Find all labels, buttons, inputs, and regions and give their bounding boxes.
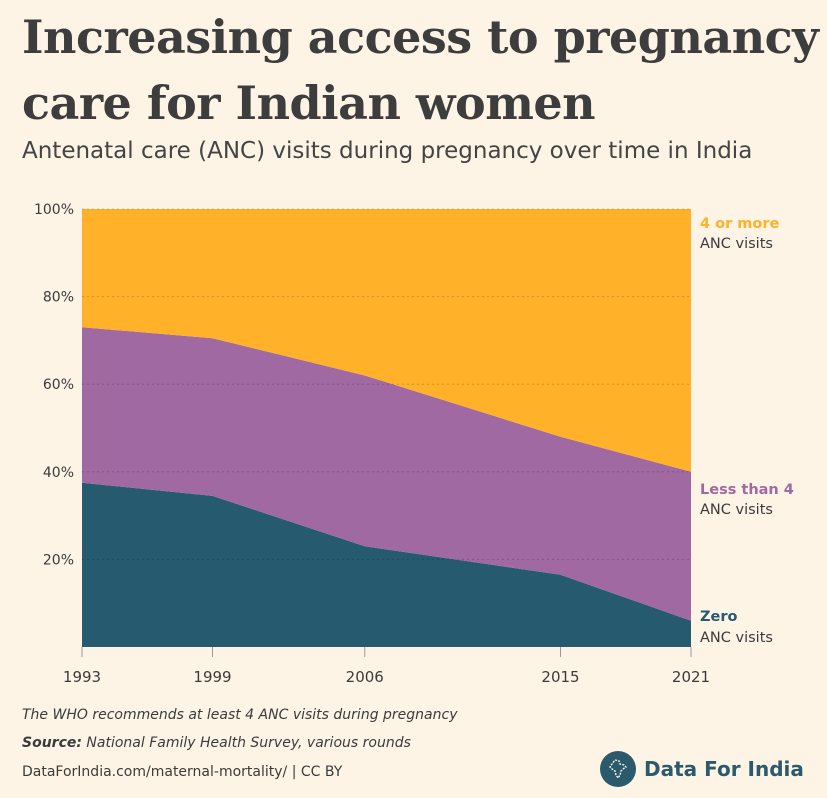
source-label: Source: xyxy=(22,735,82,751)
area-series-2 xyxy=(82,327,691,621)
x-tick-label: 2015 xyxy=(541,668,579,686)
who-note: The WHO recommends at least 4 ANC visits… xyxy=(22,707,458,723)
series-sublabel-3: ANC visits xyxy=(700,236,773,252)
x-tick-label: 2006 xyxy=(346,668,384,686)
area-series-3 xyxy=(82,209,691,472)
brand-name: Data For India xyxy=(644,757,804,781)
source-text: National Family Health Survey, various r… xyxy=(86,735,411,751)
y-tick-label: 80% xyxy=(43,290,74,306)
area-series-1 xyxy=(82,482,691,647)
y-tick-label: 100% xyxy=(34,202,74,218)
chart-subtitle: Antenatal care (ANC) visits during pregn… xyxy=(22,138,753,164)
series-label-2: Less than 4 xyxy=(700,482,794,498)
x-tick-label: 1993 xyxy=(63,668,101,686)
y-tick-label: 40% xyxy=(43,465,74,481)
footer-link[interactable]: DataForIndia.com/maternal-mortality/ | C… xyxy=(22,764,343,780)
india-map-icon xyxy=(600,751,636,787)
series-sublabel-2: ANC visits xyxy=(700,502,773,518)
x-tick-label: 1999 xyxy=(193,668,231,686)
y-tick-label: 60% xyxy=(43,377,74,393)
series-sublabel-1: ANC visits xyxy=(700,630,773,646)
source-line: Source: National Family Health Survey, v… xyxy=(22,735,411,751)
series-label-3: 4 or more xyxy=(700,216,780,232)
stacked-area-chart: 20% 40% 60% 80% 100% 1993 1999 2006 2015 2021 Zero… xyxy=(34,202,794,686)
brand-logo-block: Data For India xyxy=(600,751,804,787)
y-tick-label: 20% xyxy=(43,552,74,568)
chart-title: Increasing access to pregnancy care for … xyxy=(22,10,819,130)
series-label-1: Zero xyxy=(700,609,737,625)
x-tick-label: 2021 xyxy=(672,668,710,686)
